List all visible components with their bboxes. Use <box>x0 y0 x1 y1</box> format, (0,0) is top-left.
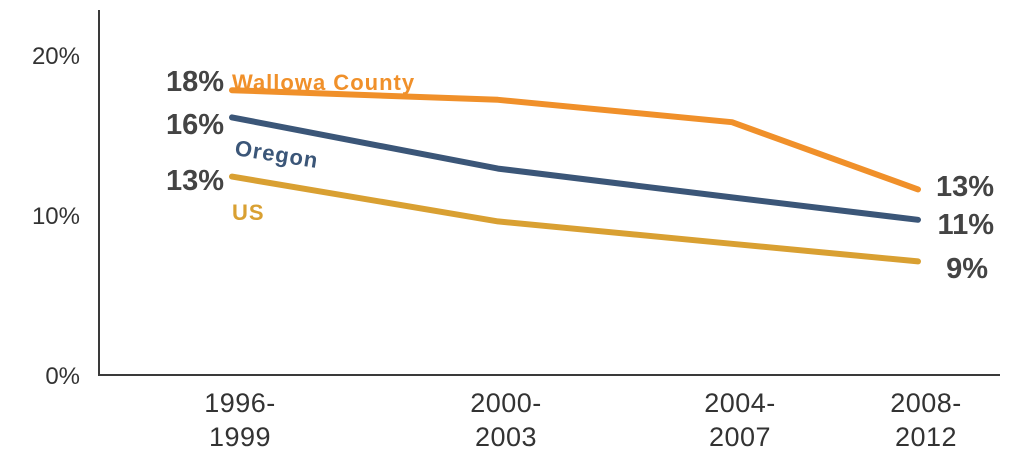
x-tick-label: 2000-2003 <box>470 388 542 452</box>
value-labels: 18% 13% 16% 11% 13% 9% <box>166 66 994 285</box>
end-value-label: 9% <box>946 253 988 285</box>
series-line-us <box>229 173 921 265</box>
series-name-label: Oregon <box>233 135 320 173</box>
x-tick-labels: 1996-1999 2000-2003 2004-2007 2008-2012 <box>204 388 962 452</box>
axes <box>98 10 1000 376</box>
y-tick-label: 0% <box>45 363 80 390</box>
y-tick-labels: 0% 10% 20% <box>32 43 80 390</box>
x-tick-label: 1996-1999 <box>204 388 276 452</box>
end-value-label: 13% <box>936 171 994 203</box>
end-value-label: 11% <box>938 209 995 241</box>
start-value-label: 16% <box>166 109 224 141</box>
series-lines <box>229 87 921 265</box>
y-tick-label: 20% <box>32 43 80 70</box>
y-tick-label: 10% <box>32 203 80 230</box>
series-name-labels: Wallowa County Oregon US <box>232 70 415 225</box>
start-value-label: 13% <box>166 165 224 197</box>
x-tick-label: 2008-2012 <box>890 388 962 452</box>
series-line-wallowa-county <box>229 87 921 193</box>
start-value-label: 18% <box>166 66 224 98</box>
x-tick-label: 2004-2007 <box>704 388 776 452</box>
series-name-label: US <box>232 200 265 225</box>
series-name-label: Wallowa County <box>232 70 415 95</box>
series-line-oregon <box>229 114 921 223</box>
